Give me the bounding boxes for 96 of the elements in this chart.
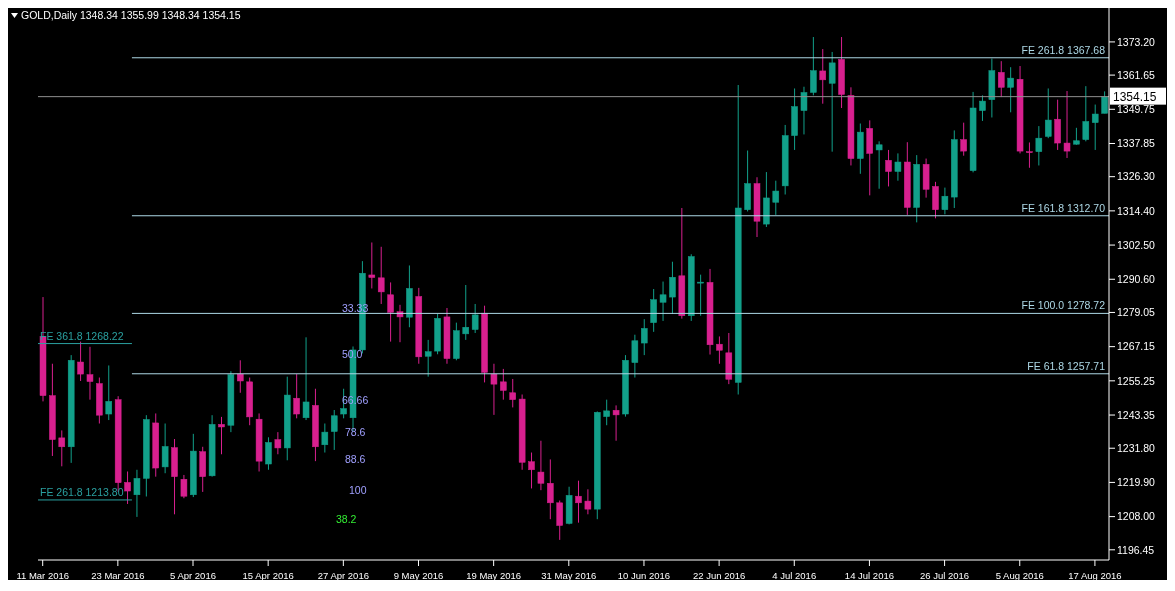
candlestick	[218, 416, 225, 455]
candlestick	[180, 474, 188, 499]
candlestick	[631, 334, 639, 379]
x-tick-label: 4 Jul 2016	[772, 570, 817, 581]
y-tick-label: 1208.00	[1117, 510, 1156, 523]
y-tick-label: 1349.75	[1117, 103, 1156, 116]
candlestick	[1026, 141, 1033, 169]
candlestick	[932, 181, 939, 219]
y-tick-label: 1196.45	[1117, 543, 1155, 556]
candlestick	[650, 288, 657, 333]
candlestick	[979, 94, 986, 122]
candlestick	[941, 187, 949, 215]
candlestick	[274, 431, 282, 455]
candlestick	[500, 368, 507, 401]
annotation: 88.6	[345, 453, 366, 465]
candlestick	[237, 359, 244, 394]
candlestick	[377, 246, 385, 305]
candlestick	[697, 274, 704, 317]
ref-line-label: FE 61.8 1257.71	[1027, 359, 1106, 372]
candlestick	[1044, 87, 1052, 139]
annotation: 38.2	[336, 513, 357, 525]
candlestick	[330, 409, 338, 451]
x-tick-label: 10 Jun 2016	[617, 570, 671, 581]
candlestick	[490, 363, 498, 416]
candlestick	[161, 423, 169, 474]
y-tick-label: 1255.25	[1117, 374, 1156, 387]
y-tick-label: 1337.85	[1117, 137, 1156, 150]
candlestick	[302, 336, 310, 421]
candlestick	[424, 339, 432, 378]
candlestick	[321, 423, 329, 454]
ref-line-label: FE 261.8 1213.80	[40, 485, 124, 498]
candlestick	[1091, 104, 1099, 151]
y-tick-label: 1361.65	[1117, 68, 1156, 81]
y-tick-label: 1302.50	[1117, 238, 1156, 251]
candlestick	[1054, 99, 1061, 151]
ref-line-label: FE 161.8 1312.70	[1021, 201, 1106, 214]
candlestick	[462, 284, 470, 341]
candlestick	[1063, 90, 1071, 159]
candlestick	[716, 335, 723, 365]
candlestick	[1101, 90, 1108, 114]
candlestick	[58, 429, 66, 467]
y-tick-label: 1290.60	[1117, 272, 1156, 285]
candlestick	[584, 488, 592, 515]
candlestick	[772, 180, 780, 216]
candlestick	[528, 452, 535, 489]
candlestick	[537, 440, 545, 491]
candlestick	[387, 281, 394, 343]
candlestick	[575, 480, 582, 524]
x-tick-label: 26 Jul 2016	[920, 570, 970, 581]
y-tick-label: 1219.90	[1117, 476, 1156, 489]
ref-line-label: FE 100.0 1278.72	[1021, 299, 1106, 312]
y-tick-label: 1373.20	[1117, 35, 1156, 48]
y-tick-label: 1326.30	[1117, 170, 1156, 183]
candlestick	[547, 458, 554, 520]
candlestick	[612, 404, 620, 442]
y-tick-label: 1231.80	[1117, 441, 1156, 454]
candlestick	[509, 378, 516, 408]
y-tick-label: 1314.40	[1117, 204, 1156, 217]
ref-line-label: FE 261.8 1367.68	[1021, 43, 1106, 56]
candlestick	[293, 373, 300, 419]
candlestick	[368, 241, 376, 289]
candlestick	[894, 152, 902, 182]
annotation: 78.6	[345, 426, 366, 438]
candlestick	[641, 318, 648, 356]
ref-line-label: 1354.15	[1113, 89, 1157, 104]
candlestick	[810, 36, 817, 96]
candlestick	[960, 122, 967, 157]
candlestick	[659, 281, 667, 322]
candlestick	[828, 51, 836, 153]
candlestick	[77, 341, 84, 382]
x-tick-label: 23 Mar 2016	[91, 570, 145, 581]
chart-title: GOLD,Daily 1348.34 1355.99 1348.34 1354.15	[21, 9, 241, 21]
x-tick-label: 11 Mar 2016	[16, 570, 70, 581]
candlestick	[875, 140, 883, 190]
x-tick-label: 22 Jun 2016	[692, 570, 746, 581]
x-tick-label: 14 Jul 2016	[844, 570, 894, 581]
candlestick	[133, 469, 141, 518]
candlestick	[1082, 85, 1090, 142]
candlestick	[86, 346, 94, 401]
candlestick	[603, 399, 610, 426]
candlestick	[105, 364, 113, 421]
candlestick	[800, 86, 808, 135]
candlestick	[885, 149, 892, 187]
y-tick-label: 1243.35	[1117, 408, 1156, 421]
candlestick	[669, 261, 676, 315]
candlestick	[265, 436, 272, 471]
candlestick	[124, 471, 131, 505]
candlestick	[819, 48, 827, 105]
y-tick-label: 1267.15	[1117, 340, 1156, 353]
candlestick	[471, 303, 479, 334]
annotation: 100	[349, 484, 367, 496]
candlestick	[998, 60, 1005, 98]
y-tick-label: 1279.05	[1117, 306, 1156, 319]
candlestick	[556, 500, 563, 541]
candlestick	[1007, 66, 1014, 113]
candlestick	[1035, 125, 1043, 166]
